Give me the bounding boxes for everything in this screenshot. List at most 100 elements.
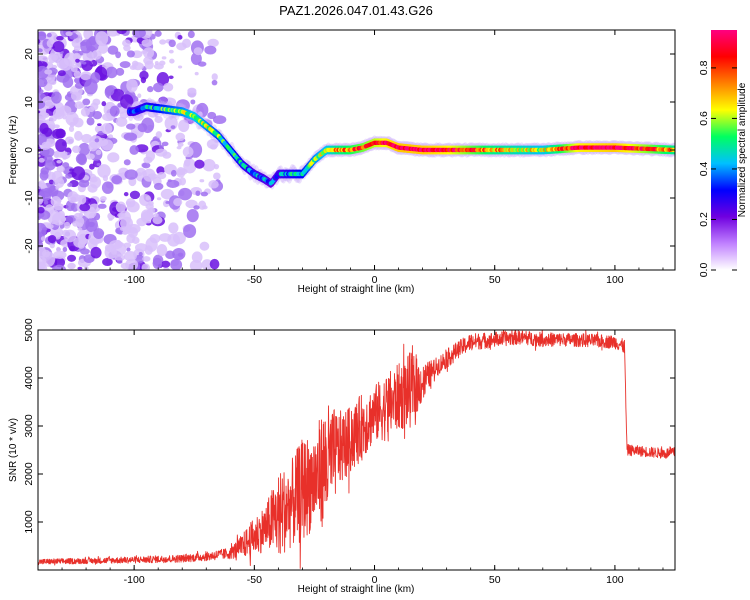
noise-blob [102,257,113,267]
noise-blob [95,149,102,156]
noise-blob [38,206,45,214]
noise-blob [126,78,138,93]
noise-blob [168,49,174,54]
noise-blob [194,159,205,169]
noise-blob [169,58,175,64]
y-tick-label: 20 [23,48,35,60]
noise-blob [123,250,137,262]
noise-blob [38,110,41,114]
snr-series [38,330,675,569]
noise-blob [39,187,53,198]
y-tick-label: 3000 [23,414,35,438]
noise-blob [101,101,107,107]
noise-blob [56,165,65,173]
spectrogram-xlabel: Height of straight line (km) [298,284,415,295]
noise-blob [95,31,109,46]
noise-blob [111,175,123,185]
noise-blob [80,107,90,117]
noise-blob [190,99,196,105]
noise-blob [123,132,138,141]
noise-blob [195,190,201,197]
noise-blob [62,151,68,156]
noise-blob [161,56,167,60]
noise-blob [159,39,167,45]
noise-blob [201,259,213,270]
noise-blob [77,227,83,231]
noise-blob [86,117,95,126]
noise-blob [64,136,75,145]
noise-blob [70,91,81,101]
noise-blob [71,166,86,181]
x-tick-label: 50 [489,574,501,586]
noise-blob [67,182,73,188]
noise-blob [104,85,115,96]
noise-blob [147,86,154,93]
noise-blob [168,222,179,234]
noise-blob [65,173,73,179]
noise-blob [170,258,183,270]
noise-blob [176,42,187,51]
noise-blob [156,197,162,201]
noise-blob [145,150,156,162]
noise-blob [123,159,131,166]
noise-blob [38,39,41,44]
noise-blob [40,182,47,189]
noise-blob [160,188,175,200]
colorbar-tick-label: 0.4 [698,161,710,176]
noise-blob [46,223,54,229]
colorbar-gradient [711,30,737,270]
noise-blob [158,144,164,149]
noise-blob [97,43,109,54]
noise-blob [200,191,209,197]
colorbar-tick-label: 0.8 [698,60,710,75]
noise-blob [213,172,221,180]
x-tick-label: -100 [124,574,145,586]
noise-blob [187,87,197,94]
noise-blob [134,243,148,252]
snr-xlabel: Height of straight line (km) [298,584,415,595]
noise-blob [53,151,60,158]
noise-blob [72,145,81,154]
noise-blob [178,187,192,201]
noise-blob [105,66,118,79]
noise-blob [55,138,67,152]
noise-blob [187,30,195,39]
noise-blob [43,200,49,205]
noise-blob [42,249,51,258]
noise-blob [199,241,210,251]
noise-blob [79,203,91,212]
noise-blob [88,221,95,228]
noise-blob [167,233,181,247]
noise-blob [46,39,55,48]
noise-blob [90,177,98,183]
noise-blob [183,224,197,239]
noise-blob [115,67,125,76]
noise-blob [152,257,163,270]
noise-blob [56,35,64,41]
noise-blob [152,82,164,93]
noise-blob [212,115,227,125]
noise-blob [63,221,71,229]
noise-blobs [38,30,227,270]
x-tick-label: -100 [124,274,145,286]
noise-blob [38,157,45,163]
noise-blob [88,141,98,152]
noise-blob [57,70,66,77]
noise-blob [75,58,80,63]
noise-blob [154,115,163,124]
noise-blob [67,262,76,270]
y-tick-label: 1000 [23,510,35,534]
snr-frame [37,329,676,571]
noise-blob [123,192,129,197]
noise-blob [132,62,144,71]
noise-blob [56,246,61,252]
noise-blob [78,194,87,205]
noise-blob [56,198,62,203]
noise-blob [38,31,47,41]
noise-blob [40,167,49,175]
noise-blob [54,257,66,268]
noise-blob [142,47,155,59]
